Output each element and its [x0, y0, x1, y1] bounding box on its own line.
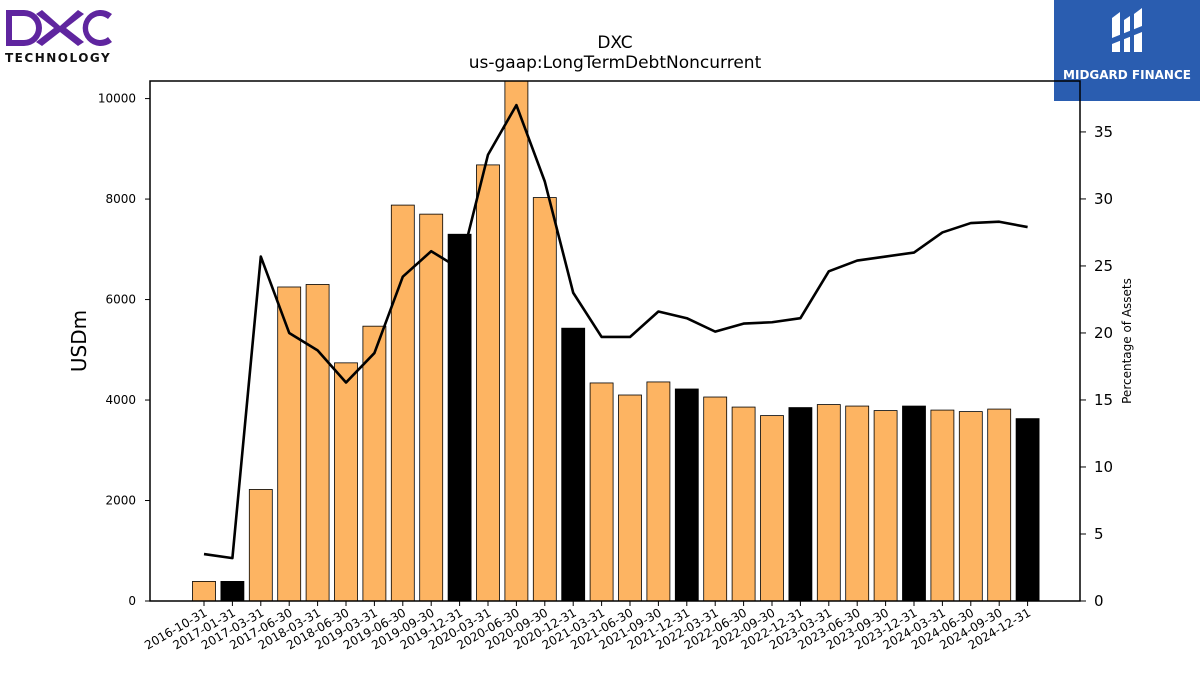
- left-tick-label: 0: [128, 594, 136, 608]
- bar-2022-03-31: [703, 396, 728, 602]
- bar-2024-12-31: [1015, 418, 1040, 602]
- bar-2021-06-30: [618, 394, 642, 602]
- x-axis: 2016-10-312017-01-312017-03-312017-06-30…: [142, 601, 1033, 652]
- midgard-finance-wordmark: MIDGARD FINANCE: [1063, 68, 1191, 82]
- dxc-logo-mark: [6, 9, 112, 47]
- y-axis-label-right: Percentage of Assets: [1120, 278, 1134, 404]
- bar-2020-03-31: [476, 164, 500, 602]
- bar-2019-09-30: [419, 213, 444, 602]
- line-series: [203, 103, 1028, 560]
- bar-2020-09-30: [532, 197, 557, 602]
- right-tick-label: 35: [1094, 123, 1113, 141]
- right-tick-label: 30: [1094, 190, 1113, 208]
- dxc-technology-wordmark: TECHNOLOGY: [5, 51, 112, 65]
- bar-2023-06-30: [845, 405, 870, 602]
- bar-2019-03-31: [362, 325, 387, 602]
- plot-frame: [149, 80, 1081, 602]
- right-y-axis: 0 5 10 15 20 25 30 35: [1080, 123, 1113, 610]
- right-tick-label: 25: [1094, 257, 1113, 275]
- right-tick-label: 5: [1094, 525, 1104, 543]
- left-tick-label: 10000: [98, 92, 136, 106]
- bar-2019-12-31: [447, 233, 472, 602]
- chart-title: DXC: [597, 33, 632, 53]
- bar-2024-06-30: [958, 411, 983, 602]
- right-tick-label: 20: [1094, 324, 1113, 342]
- bar-2020-12-31: [561, 327, 586, 602]
- bar-2024-03-31: [930, 409, 955, 602]
- bar-2022-12-31: [788, 407, 813, 602]
- bar-series: [192, 80, 1040, 602]
- dxc-logo: [4, 4, 116, 68]
- midgard-finance-logo: MIDGARD FINANCE: [1054, 0, 1200, 101]
- y-axis-label-left: USDm: [67, 310, 91, 372]
- left-tick-label: 4000: [105, 393, 136, 407]
- bar-2022-09-30: [760, 415, 784, 602]
- bar-2018-03-31: [305, 284, 330, 602]
- left-tick-label: 2000: [105, 494, 136, 508]
- bar-2023-12-31: [902, 405, 926, 602]
- bar-2019-06-30: [390, 204, 415, 602]
- chart-subtitle: us-gaap:LongTermDebtNoncurrent: [469, 53, 762, 73]
- bar-2024-09-30: [987, 408, 1012, 602]
- bar-2020-06-30: [504, 80, 529, 602]
- bar-2023-03-31: [816, 404, 841, 602]
- right-tick-label: 15: [1094, 391, 1113, 409]
- bar-2023-09-30: [873, 410, 898, 602]
- bar-2022-06-30: [731, 406, 756, 602]
- bar-2018-06-30: [334, 362, 358, 602]
- bar-2017-01-31: [220, 581, 245, 602]
- bar-2021-12-31: [674, 388, 699, 602]
- right-tick-label: 0: [1094, 592, 1104, 610]
- bar-2017-03-31: [248, 489, 273, 602]
- right-tick-label: 10: [1094, 458, 1113, 476]
- left-y-axis: 0 2000 4000 6000 8000 10000: [98, 92, 150, 608]
- left-tick-label: 6000: [105, 293, 136, 307]
- bar-2021-03-31: [589, 382, 614, 602]
- bar-2016-10-31: [192, 581, 216, 602]
- bar-2021-09-30: [646, 381, 671, 602]
- midgard-logo-mark: [1112, 8, 1142, 52]
- left-tick-label: 8000: [105, 192, 136, 206]
- percentage-line: [203, 103, 1028, 560]
